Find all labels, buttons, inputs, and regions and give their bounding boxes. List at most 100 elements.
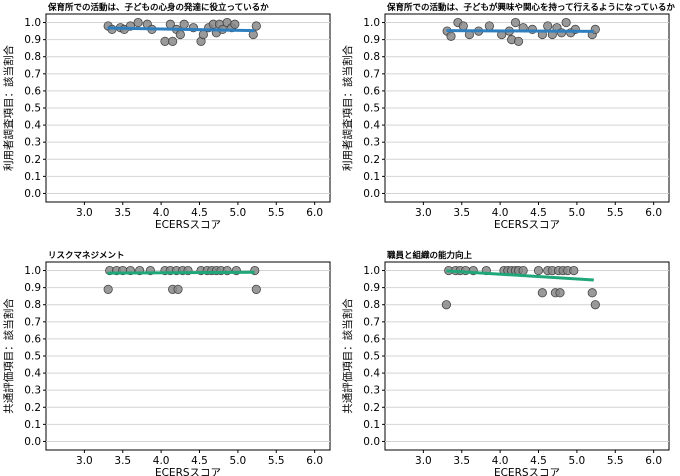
chart-title: 保育所での活動は、子どもが興味や関心を持って行えるようになっているか: [386, 2, 675, 13]
x-tick-label: 6.0: [306, 207, 323, 219]
x-tick-label: 5.0: [569, 455, 586, 467]
x-tick-label: 5.0: [230, 455, 247, 467]
data-point: [175, 29, 185, 40]
y-tick-label: 0.7: [363, 316, 380, 328]
y-tick-label: 0.6: [24, 85, 41, 97]
y-tick-label: 0.9: [24, 282, 41, 294]
x-tick-label: 5.0: [569, 207, 586, 219]
y-tick-label: 0.9: [363, 34, 380, 46]
y-tick-label: 0.8: [24, 51, 41, 63]
chart-title: リスクマネジメント: [48, 250, 125, 261]
y-tick-label: 0.4: [363, 120, 380, 132]
trend-line: [107, 270, 255, 275]
y-tick-label: 0.5: [363, 351, 380, 363]
y-tick-label: 0.4: [24, 368, 41, 380]
y-tick-label: 0.3: [363, 385, 380, 397]
x-tick-label: 3.0: [76, 207, 93, 219]
data-point: [555, 288, 565, 298]
y-tick-label: 0.0: [24, 188, 41, 200]
x-axis-label: ECERSスコア: [494, 467, 560, 476]
y-tick-label: 1.0: [363, 265, 380, 277]
x-tick-label: 3.5: [114, 207, 131, 219]
y-tick-label: 0.2: [363, 154, 380, 166]
data-point: [133, 17, 143, 28]
y-axis-label: 利用者調査項目：該当割合: [341, 45, 354, 171]
x-tick-label: 5.5: [607, 207, 624, 219]
x-tick-label: 4.0: [492, 455, 509, 467]
data-point: [251, 284, 261, 294]
chart-title: 保育所での活動は、子どもの心身の発達に役立っているか: [47, 2, 269, 13]
data-point: [251, 21, 261, 31]
data-point: [518, 265, 528, 276]
y-tick-label: 0.3: [24, 137, 41, 149]
x-axis-label: ECERSスコア: [155, 219, 221, 231]
y-tick-label: 0.2: [24, 154, 41, 166]
y-tick-label: 0.2: [363, 402, 380, 414]
y-tick-label: 0.9: [24, 34, 41, 46]
data-point: [230, 19, 240, 29]
y-tick-label: 0.1: [363, 171, 380, 183]
chart-panel-2: 保育所での活動は、子どもが興味や関心を持って行えるようになっているか 0.0 0.1…: [341, 2, 675, 231]
data-point: [168, 36, 178, 46]
trend-line: [446, 29, 594, 33]
y-tick-label: 0.0: [24, 436, 41, 448]
y-tick-label: 0.7: [24, 68, 41, 80]
data-point: [513, 36, 524, 46]
data-point: [103, 284, 113, 294]
chart-panel-4: 職員と組織の能力向上 0.0 0.1 0.2 0.3 0.4 0.5 0.6 0.7 0.8 0.9…: [341, 250, 670, 476]
x-tick-label: 5.5: [268, 207, 285, 219]
x-axis-label: ECERSスコア: [494, 219, 560, 231]
data-point: [587, 288, 597, 298]
trend-line: [107, 26, 255, 33]
y-tick-label: 0.1: [363, 419, 380, 431]
x-tick-label: 3.5: [453, 207, 470, 219]
data-point: [160, 36, 170, 46]
y-tick-label: 0.1: [24, 171, 41, 183]
y-tick-label: 0.5: [24, 351, 41, 363]
data-point: [543, 21, 553, 31]
x-tick-label: 4.5: [530, 207, 547, 219]
x-tick-label: 4.0: [492, 207, 509, 219]
chart-title: 職員と組織の能力向上: [387, 250, 473, 261]
y-tick-label: 0.6: [363, 85, 380, 97]
x-tick-label: 5.0: [230, 207, 247, 219]
data-point: [590, 300, 600, 310]
y-tick-label: 0.3: [363, 137, 380, 149]
chart-panel-3: リスクマネジメント 0.0 0.1 0.2 0.3 0.4 0.5 0.6 0.7 0.8 0.9 1…: [2, 250, 331, 476]
x-tick-label: 4.5: [191, 455, 208, 467]
x-tick-label: 6.0: [306, 455, 323, 467]
data-point: [441, 300, 452, 310]
y-tick-label: 0.5: [24, 103, 41, 115]
y-tick-label: 0.4: [24, 120, 41, 132]
y-tick-label: 0.2: [24, 402, 41, 414]
y-tick-label: 0.3: [24, 385, 41, 397]
x-tick-label: 4.5: [191, 207, 208, 219]
x-tick-label: 3.5: [453, 455, 470, 467]
y-tick-label: 0.9: [363, 282, 380, 294]
y-axis-label: 利用者調査項目：該当割合: [2, 45, 15, 171]
y-axis-label: 共通評価項目：該当割合: [341, 298, 354, 414]
y-tick-label: 0.1: [24, 419, 41, 431]
x-tick-label: 5.5: [607, 455, 624, 467]
y-tick-label: 0.8: [363, 51, 380, 63]
x-tick-label: 4.0: [153, 455, 170, 467]
y-tick-label: 0.4: [363, 368, 380, 380]
y-tick-label: 0.8: [363, 299, 380, 311]
data-point: [537, 288, 547, 298]
data-point: [561, 17, 571, 28]
data-point: [446, 31, 456, 41]
x-tick-label: 3.5: [114, 455, 131, 467]
y-tick-label: 1.0: [24, 265, 41, 277]
data-point: [510, 17, 521, 28]
x-tick-label: 5.5: [268, 455, 285, 467]
y-axis-label: 共通評価項目：該当割合: [2, 298, 15, 414]
x-tick-label: 3.0: [415, 455, 432, 467]
y-tick-label: 0.6: [24, 333, 41, 345]
y-tick-label: 0.5: [363, 103, 380, 115]
x-tick-label: 3.0: [415, 207, 432, 219]
x-tick-label: 4.5: [530, 455, 547, 467]
chart-panel-1: 保育所での活動は、子どもの心身の発達に役立っているか 0.0 0.1 0.2 0.3 0.…: [2, 2, 331, 231]
x-tick-label: 6.0: [645, 207, 662, 219]
data-point: [484, 21, 494, 31]
y-tick-label: 1.0: [24, 17, 41, 29]
